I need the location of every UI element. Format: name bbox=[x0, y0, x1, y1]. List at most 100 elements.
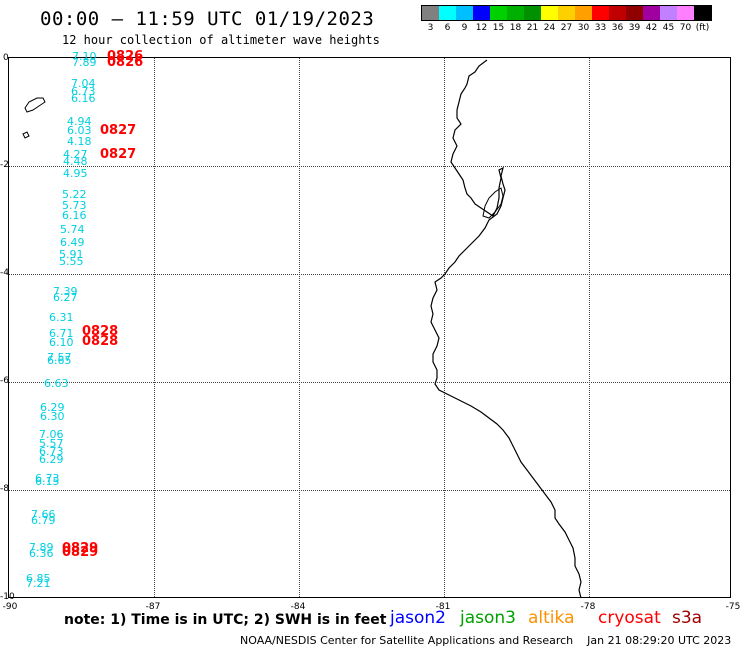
legend-label: 6 bbox=[444, 23, 451, 33]
wave-height-label: 6.10 bbox=[49, 336, 74, 349]
wave-height-label: 6.49 bbox=[60, 236, 85, 249]
wave-height-label: 4.95 bbox=[63, 167, 88, 180]
legend-swatch bbox=[592, 6, 609, 20]
grid-line-horizontal bbox=[9, 382, 730, 383]
wave-height-label: 6.79 bbox=[31, 514, 56, 527]
wave-height-label: 4.27 bbox=[63, 148, 88, 161]
credit-line: NOAA/NESDIS Center for Satellite Applica… bbox=[240, 634, 732, 647]
x-axis-label: -75 bbox=[725, 602, 740, 612]
grid-line-vertical bbox=[299, 58, 300, 597]
wave-height-label: 6.71 bbox=[49, 327, 74, 340]
legend-label: 3 bbox=[427, 23, 434, 33]
pass-time-label: 0827 bbox=[100, 147, 137, 162]
legend-label: (ft) bbox=[695, 23, 710, 33]
pass-time-label: 0826 bbox=[107, 49, 144, 64]
wave-height-label: 6.36 bbox=[29, 547, 54, 560]
grid-line-vertical bbox=[444, 58, 445, 597]
wave-height-label: 6.29 bbox=[40, 401, 65, 414]
legend-label: 33 bbox=[594, 23, 607, 33]
legend-label: 39 bbox=[628, 23, 641, 33]
legend-swatch bbox=[575, 6, 592, 20]
x-axis-label: -87 bbox=[145, 602, 161, 612]
wave-height-label: 5.91 bbox=[59, 248, 84, 261]
wave-height-label: 4.94 bbox=[67, 115, 92, 128]
legend-label: 36 bbox=[611, 23, 624, 33]
wave-height-label: 6.15 bbox=[35, 475, 60, 488]
wave-height-label: 6.73 bbox=[71, 85, 96, 98]
legend-label: 70 bbox=[679, 23, 692, 33]
legend-swatch bbox=[473, 6, 490, 20]
wave-height-label: 6.73 bbox=[35, 472, 60, 485]
map-subtitle: 12 hour collection of altimeter wave hei… bbox=[62, 33, 380, 47]
coastline bbox=[22, 59, 582, 599]
satellite-altika: altika bbox=[528, 608, 575, 628]
x-axis-label: -81 bbox=[435, 602, 451, 612]
y-axis-label: 0 bbox=[3, 53, 9, 63]
wave-height-label: 7.06 bbox=[39, 428, 64, 441]
wave-height-label: 5.74 bbox=[60, 223, 85, 236]
legend-label: 45 bbox=[662, 23, 675, 33]
wave-height-label: 6.16 bbox=[62, 209, 87, 222]
wave-height-label: 6.63 bbox=[44, 377, 69, 390]
legend-label: 12 bbox=[475, 23, 488, 33]
wave-height-label: 6.85 bbox=[26, 572, 51, 585]
wave-height-label: 5.22 bbox=[62, 188, 87, 201]
legend-swatch bbox=[439, 6, 456, 20]
wave-height-label: 7.66 bbox=[31, 508, 56, 521]
pass-time-label: 0829 bbox=[62, 545, 99, 560]
grid-line-horizontal bbox=[9, 490, 730, 491]
legend-label: 27 bbox=[560, 23, 573, 33]
legend-swatch bbox=[422, 6, 439, 20]
wave-height-label: 7.89 bbox=[29, 541, 54, 554]
legend-label: 15 bbox=[492, 23, 505, 33]
grid-line-vertical bbox=[589, 58, 590, 597]
pass-time-label: 0829 bbox=[62, 541, 99, 556]
wave-height-label: 4.18 bbox=[67, 135, 92, 148]
satellite-s3a: s3a bbox=[672, 608, 703, 628]
wave-height-label: 7.21 bbox=[26, 577, 51, 590]
legend-label: 30 bbox=[577, 23, 590, 33]
grid-line-horizontal bbox=[9, 166, 730, 167]
satellite-jason2: jason2 bbox=[390, 608, 446, 628]
legend-swatch bbox=[626, 6, 643, 20]
wave-height-label: 6.65 bbox=[47, 354, 72, 367]
legend-swatch bbox=[524, 6, 541, 20]
pass-time-label: 0826 bbox=[107, 55, 144, 70]
legend-label: 21 bbox=[526, 23, 539, 33]
wave-height-label: 5.73 bbox=[62, 199, 87, 212]
wave-height-label: 7.39 bbox=[53, 285, 78, 298]
wave-height-label: 6.03 bbox=[67, 124, 92, 137]
wave-height-label: 7.10 bbox=[72, 50, 97, 63]
legend-swatch bbox=[558, 6, 575, 20]
grid-line-vertical bbox=[154, 58, 155, 597]
map-title: 00:00 – 11:59 UTC 01/19/2023 bbox=[40, 8, 375, 30]
y-axis-label: -8 bbox=[0, 484, 9, 494]
legend-label: 18 bbox=[509, 23, 522, 33]
legend-label: 42 bbox=[645, 23, 658, 33]
x-axis-label: -90 bbox=[2, 602, 18, 612]
x-axis-label: -78 bbox=[580, 602, 596, 612]
legend-swatch bbox=[677, 6, 694, 20]
y-axis-label: -4 bbox=[0, 268, 9, 278]
map-frame: 7.10 7.89 7.04 6.73 6.16 4.94 6.03 4.18 4.27 4.48… bbox=[8, 50, 731, 599]
pass-time-label: 0828 bbox=[82, 324, 119, 339]
legend-swatch bbox=[609, 6, 626, 20]
wave-height-label: 6.73 bbox=[39, 445, 64, 458]
y-axis-label: -2 bbox=[0, 160, 9, 170]
wave-height-label: 6.31 bbox=[49, 311, 74, 324]
legend-color-bar bbox=[421, 5, 712, 21]
wave-height-label: 7.89 bbox=[72, 56, 97, 69]
satellite-cryosat: cryosat bbox=[598, 608, 661, 628]
wave-height-label: 5.55 bbox=[59, 255, 84, 268]
legend-label: 24 bbox=[543, 23, 556, 33]
legend-swatch bbox=[456, 6, 473, 20]
color-legend: 3 6 9 12 15 18 21 24 27 30 33 36 39 42 45 70 (ft) bbox=[421, 5, 712, 35]
legend-swatch bbox=[541, 6, 558, 20]
footer-note: note: 1) Time is in UTC; 2) SWH is in fe… bbox=[64, 612, 387, 628]
x-axis-label: -84 bbox=[290, 602, 306, 612]
legend-labels: 3 6 9 12 15 18 21 24 27 30 33 36 39 42 45 70 (ft) bbox=[421, 23, 712, 35]
wave-height-label: 7.04 bbox=[71, 77, 96, 90]
legend-swatch bbox=[660, 6, 677, 20]
wave-height-label: 6.16 bbox=[71, 92, 96, 105]
satellite-jason3: jason3 bbox=[460, 608, 516, 628]
